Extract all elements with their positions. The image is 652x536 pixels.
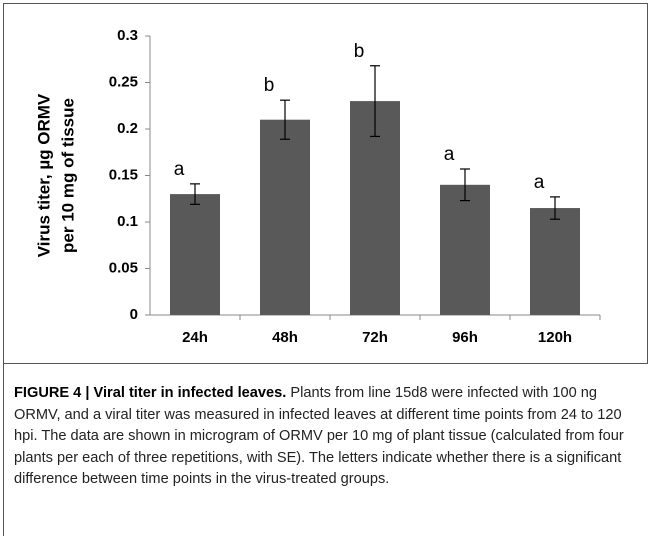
- bar: [170, 194, 220, 315]
- significance-letter: a: [174, 159, 185, 180]
- x-tick-label: 96h: [452, 329, 478, 346]
- x-tick-label: 72h: [362, 329, 388, 346]
- chart-frame: [3, 3, 648, 364]
- bar: [530, 208, 580, 315]
- significance-letter: b: [264, 75, 275, 96]
- y-tick-label: 0.2: [117, 120, 138, 137]
- y-tick-label: 0.05: [109, 259, 138, 276]
- significance-letter: a: [534, 172, 545, 193]
- caption-text: Plants from line 15d8 were infected with…: [14, 385, 624, 487]
- significance-letter: a: [444, 144, 455, 165]
- y-tick-label: 0.15: [109, 166, 138, 183]
- y-tick-label: 0.1: [117, 213, 138, 230]
- y-axis-label: Virus titer, µg ORMV: [34, 93, 53, 257]
- caption: FIGURE 4 | Viral titer in infected leave…: [14, 383, 639, 491]
- figure-frame: [3, 3, 648, 536]
- y-tick-label: 0: [130, 306, 138, 323]
- caption-title: Viral titer in infected leaves.: [93, 385, 287, 401]
- y-axis-label: per 10 mg of tissue: [58, 98, 77, 253]
- y-tick-label: 0.25: [109, 73, 138, 90]
- x-tick-label: 48h: [272, 329, 298, 346]
- chart: 0 0.05 0.1 0.15 0.2 0.25 0.3 Virus titer, µg OR…: [34, 27, 601, 346]
- x-tick-label: 24h: [182, 329, 208, 346]
- bar: [260, 119, 310, 315]
- bar: [440, 184, 490, 315]
- significance-letter: b: [354, 41, 365, 62]
- caption-label: FIGURE 4 |: [14, 385, 90, 401]
- y-tick-label: 0.3: [117, 27, 138, 44]
- x-tick-label: 120h: [538, 329, 572, 346]
